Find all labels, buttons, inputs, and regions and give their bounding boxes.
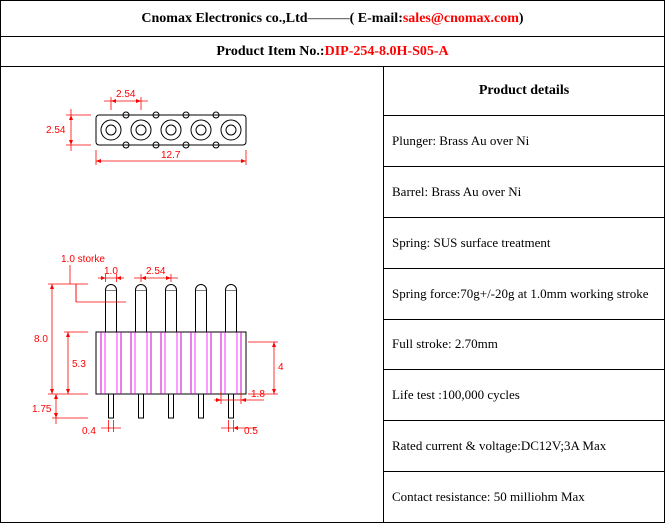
detail-contact-resistance: Contact resistance: 50 milliohm Max	[384, 472, 664, 522]
detail-full-stroke: Full stroke: 2.70mm	[384, 320, 664, 371]
top-view: 2.54 2.54 12.7	[46, 89, 246, 165]
dim-0-4: 0.4	[82, 426, 96, 437]
dim-length: 12.7	[161, 150, 181, 161]
datasheet-frame: Cnomax Electronics co.,Ltd ——— ( E-mail:…	[0, 0, 665, 523]
header-row: Cnomax Electronics co.,Ltd ——— ( E-mail:…	[1, 1, 664, 37]
technical-drawing: 2.54 2.54 12.7	[1, 67, 384, 522]
product-label: Product Item No.:	[216, 44, 324, 60]
email-label: ( E-mail:	[350, 11, 403, 27]
dim-4: 4	[278, 362, 284, 373]
dim-1-8: 1.8	[251, 389, 265, 400]
stroke-label: 1.0 storke	[61, 254, 105, 265]
email-close: )	[519, 11, 524, 27]
product-row: Product Item No.: DIP-254-8.0H-S05-A	[1, 37, 664, 67]
details-header: Product details	[384, 67, 664, 116]
detail-rated: Rated current & voltage:DC12V;3A Max	[384, 421, 664, 472]
diagram-column: 2.54 2.54 12.7	[1, 67, 384, 522]
product-number: DIP-254-8.0H-S05-A	[325, 44, 449, 60]
main-area: 2.54 2.54 12.7	[1, 67, 664, 522]
dim-1-0: 1.0	[104, 266, 118, 277]
dim-2-54: 2.54	[146, 266, 166, 277]
dim-pitch: 2.54	[116, 89, 136, 100]
dashes: ———	[308, 11, 350, 27]
detail-spring: Spring: SUS surface treatment	[384, 218, 664, 269]
detail-barrel: Barrel: Brass Au over Ni	[384, 167, 664, 218]
dim-8-0: 8.0	[34, 334, 48, 345]
detail-life-test: Life test :100,000 cycles	[384, 370, 664, 421]
dim-1-75: 1.75	[32, 404, 52, 415]
email-address[interactable]: sales@cnomax.com	[403, 11, 519, 27]
dim-0-5: 0.5	[244, 426, 258, 437]
dim-5-3: 5.3	[72, 359, 86, 370]
details-column: Product details Plunger: Brass Au over N…	[384, 67, 664, 522]
side-view: 1.0 storke 1.0 2.54	[32, 254, 284, 437]
company-name: Cnomax Electronics co.,Ltd	[141, 11, 307, 27]
detail-plunger: Plunger: Brass Au over Ni	[384, 116, 664, 167]
detail-spring-force: Spring force:70g+/-20g at 1.0mm working …	[384, 269, 664, 320]
dim-height: 2.54	[46, 125, 66, 136]
